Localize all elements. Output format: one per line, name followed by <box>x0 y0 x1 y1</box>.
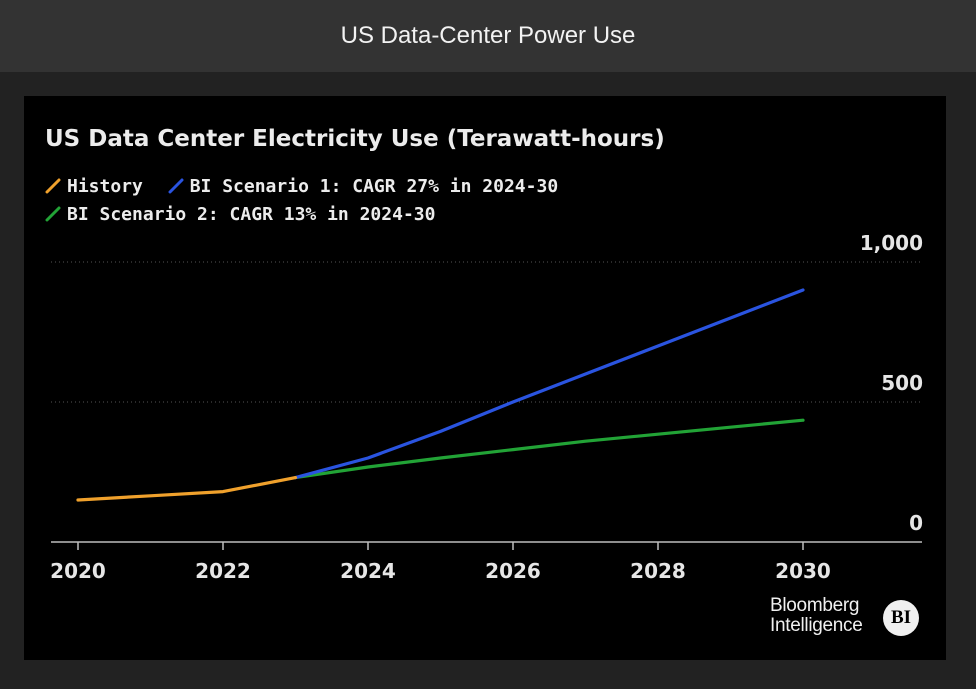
legend-row-1: History BI Scenario 1: CAGR 27% in 2024-… <box>45 176 572 197</box>
chart-title: US Data Center Electricity Use (Terawatt… <box>45 126 665 152</box>
legend-item-scenario-2: BI Scenario 2: CAGR 13% in 2024-30 <box>45 204 435 225</box>
brand-line-1: Bloomberg <box>770 595 860 616</box>
window-title-bar: US Data-Center Power Use <box>0 0 976 72</box>
legend-swatch-history <box>45 178 61 194</box>
y-tick-label-0: 0 <box>909 511 923 535</box>
legend-label-scenario-2: BI Scenario 2: CAGR 13% in 2024-30 <box>67 204 436 225</box>
legend-item-scenario-1: BI Scenario 1: CAGR 27% in 2024-30 <box>168 176 558 197</box>
legend-swatch-scenario-1 <box>168 178 184 194</box>
legend-row-2: BI Scenario 2: CAGR 13% in 2024-30 <box>45 204 449 225</box>
y-tick-label-2: 1,000 <box>860 231 923 255</box>
y-tick-label-1: 500 <box>881 371 923 395</box>
x-tick-label-3: 2026 <box>485 559 541 583</box>
window-title: US Data-Center Power Use <box>340 22 636 49</box>
x-tick-label-1: 2022 <box>195 559 251 583</box>
x-tick-label-4: 2028 <box>630 559 686 583</box>
series-line-history <box>76 476 298 502</box>
chart-panel: US Data Center Electricity Use (Terawatt… <box>24 96 946 660</box>
x-tick-label-2: 2024 <box>340 559 396 583</box>
legend-label-history: History <box>67 176 143 197</box>
chart-plot: 0 500 1,000 2020 2022 2024 2026 2028 2030 <box>50 231 923 583</box>
x-tick-label-5: 2030 <box>775 559 831 583</box>
bi-logo-icon: BI <box>883 600 919 636</box>
bloomberg-intelligence-wordmark: Bloomberg Intelligence <box>770 596 863 636</box>
legend-item-history: History <box>45 176 143 197</box>
legend-swatch-scenario-2 <box>45 206 61 222</box>
series-line-scenario-1 <box>293 288 805 480</box>
brand-line-2: Intelligence <box>770 615 863 636</box>
x-tick-label-0: 2020 <box>50 559 106 583</box>
legend-label-scenario-1: BI Scenario 1: CAGR 27% in 2024-30 <box>189 176 559 197</box>
series-line-scenario-2 <box>293 418 805 480</box>
